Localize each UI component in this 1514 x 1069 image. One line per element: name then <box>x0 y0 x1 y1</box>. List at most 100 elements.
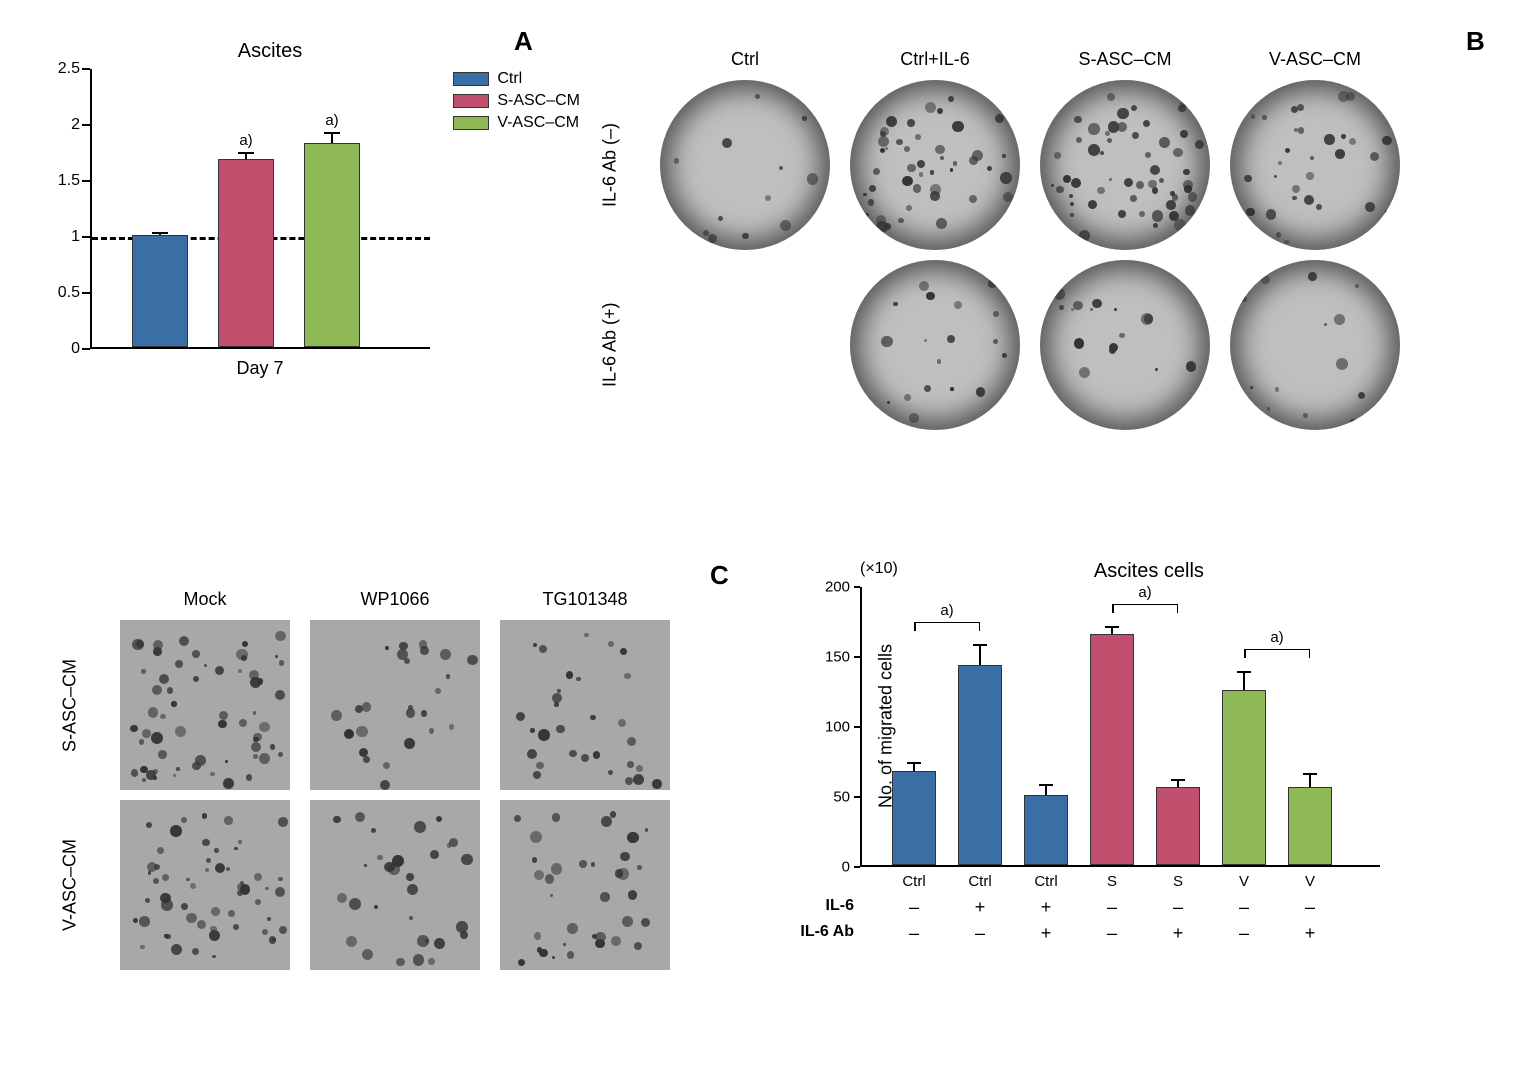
panel-c-col-header: WP1066 <box>310 580 480 610</box>
figure-root: A B C Ascites 00.511.522.5a)a) Day 7 Ctr… <box>20 20 1494 1049</box>
panel-b-chart-condition-cell: – <box>1239 923 1249 944</box>
panel-b-chart-ytick: 100 <box>812 719 850 736</box>
panel-a-title: Ascites <box>40 40 500 63</box>
panel-a-ytick-label: 0 <box>52 340 80 358</box>
panel-a-legend-item: S-ASC–CM <box>453 92 580 110</box>
panel-b-chart-xcat: Ctrl <box>902 873 925 890</box>
panel-b-chart-bar <box>1288 787 1332 865</box>
panel-b-chart-ytick: 50 <box>812 789 850 806</box>
panel-a-ytick-label: 2.5 <box>52 60 80 78</box>
panel-b-chart-xcat: V <box>1239 873 1249 890</box>
panel-b-chart-ytick: 0 <box>812 859 850 876</box>
panel-b-chart-condition-cell: – <box>1305 897 1315 918</box>
panel-b-chart-rowlabel: IL-6 Ab <box>782 923 854 941</box>
panel-b-chart-condition-cell: – <box>1107 897 1117 918</box>
micrograph-image <box>1040 260 1210 430</box>
panel-a-chart: 00.511.522.5a)a) <box>90 69 430 349</box>
micrograph-image <box>850 80 1020 250</box>
panel-b-chart-bar <box>892 771 936 865</box>
panel-b-col-header: Ctrl+IL-6 <box>850 40 1020 70</box>
legend-label: Ctrl <box>497 70 522 88</box>
panel-a-sig-annotation: a) <box>239 132 252 149</box>
panel-b-chart-plot: No. of migrated cells 050100150200CtrlCt… <box>860 587 1380 867</box>
panel-b-chart: (×10) Ascites cells No. of migrated cell… <box>780 560 1400 1000</box>
panel-c-image-grid: Mock WP1066 TG101348 S-ASC–CM V-ASC–CM <box>40 580 680 970</box>
panel-label-c: C <box>710 560 729 591</box>
panel-b-chart-condition-cell: – <box>909 897 919 918</box>
micrograph-image <box>120 620 290 790</box>
panel-b-image-grid: Ctrl Ctrl+IL-6 S-ASC–CM V-ASC–CM IL-6 Ab (–)… <box>580 40 1480 430</box>
legend-swatch <box>453 116 489 130</box>
panel-label-a: A <box>514 26 533 57</box>
panel-c-col-header: TG101348 <box>500 580 670 610</box>
panel-b-chart-bar <box>1156 787 1200 865</box>
micrograph-image <box>850 260 1020 430</box>
panel-a-legend: Ctrl S-ASC–CM V-ASC–CM <box>453 70 580 136</box>
micrograph-image <box>120 800 290 970</box>
panel-b-chart-condition-cell: – <box>909 923 919 944</box>
panel-b-chart-condition-cell: – <box>1173 897 1183 918</box>
panel-b-chart-xcat: Ctrl <box>1034 873 1057 890</box>
panel-a-xlabel: Day 7 <box>90 358 430 379</box>
panel-b-chart-bar <box>958 665 1002 865</box>
panel-b-chart-bar <box>1090 634 1134 865</box>
micrograph-image <box>500 620 670 790</box>
panel-b-chart-bar <box>1024 795 1068 865</box>
panel-b-chart-condition-cell: + <box>1305 923 1316 944</box>
micrograph-image <box>310 800 480 970</box>
panel-b-chart-xcat: Ctrl <box>968 873 991 890</box>
panel-a-ytick-label: 0.5 <box>52 284 80 302</box>
panel-b-chart-condition-cell: – <box>975 923 985 944</box>
panel-a-legend-item: V-ASC–CM <box>453 114 580 132</box>
legend-swatch <box>453 94 489 108</box>
panel-b-chart-rowlabel: IL-6 <box>782 897 854 915</box>
micrograph-image <box>310 620 480 790</box>
sig-label: a) <box>1138 584 1151 601</box>
panel-a-ytick-label: 2 <box>52 116 80 134</box>
legend-label: S-ASC–CM <box>497 92 580 110</box>
micrograph-image <box>500 800 670 970</box>
micrograph-image <box>1230 80 1400 250</box>
panel-b-col-header: V-ASC–CM <box>1230 40 1400 70</box>
sig-label: a) <box>1270 629 1283 646</box>
panel-b-chart-ytick: 150 <box>812 649 850 666</box>
legend-swatch <box>453 72 489 86</box>
panel-c-row-header: S-ASC–CM <box>40 620 100 790</box>
panel-a-sig-annotation: a) <box>325 112 338 129</box>
micrograph-image <box>1230 260 1400 430</box>
sig-bracket <box>1112 604 1178 605</box>
panel-a-ytick-label: 1 <box>52 228 80 246</box>
panel-b-chart-condition-cell: + <box>1041 897 1052 918</box>
panel-a-ytick-label: 1.5 <box>52 172 80 190</box>
panel-b-chart-xcat: S <box>1173 873 1183 890</box>
panel-b-chart-condition-cell: + <box>975 897 986 918</box>
micrograph-image <box>1040 80 1210 250</box>
panel-b-chart-condition-cell: + <box>1041 923 1052 944</box>
panel-c-row-header: V-ASC–CM <box>40 800 100 970</box>
panel-c-col-header: Mock <box>120 580 290 610</box>
panel-b-chart-bar <box>1222 690 1266 865</box>
panel-a: Ascites 00.511.522.5a)a) Day 7 CtrlS-ASC… <box>40 40 500 420</box>
panel-b-chart-xcat: S <box>1107 873 1117 890</box>
panel-a-legend-item: Ctrl <box>453 70 580 88</box>
panel-b-chart-xcat: V <box>1305 873 1315 890</box>
micrograph-image <box>660 80 830 250</box>
panel-b-chart-ytick: 200 <box>812 579 850 596</box>
sig-bracket <box>1244 649 1310 650</box>
panel-b-chart-condition-cell: – <box>1239 897 1249 918</box>
panel-b-row-header: IL-6 Ab (–) <box>580 80 640 250</box>
panel-b-row-header: IL-6 Ab (+) <box>580 260 640 430</box>
legend-label: V-ASC–CM <box>497 114 579 132</box>
panel-a-bar <box>132 235 188 347</box>
sig-label: a) <box>940 602 953 619</box>
panel-b: Ctrl Ctrl+IL-6 S-ASC–CM V-ASC–CM IL-6 Ab (–)… <box>580 40 1480 430</box>
sig-bracket <box>914 622 980 623</box>
panel-b-col-header: Ctrl <box>660 40 830 70</box>
panel-c: Mock WP1066 TG101348 S-ASC–CM V-ASC–CM <box>40 580 680 970</box>
panel-b-chart-condition-cell: – <box>1107 923 1117 944</box>
panel-b-chart-title: Ascites cells <box>898 560 1400 583</box>
panel-a-bar <box>218 159 274 347</box>
panel-a-bar <box>304 143 360 347</box>
panel-b-col-header: S-ASC–CM <box>1040 40 1210 70</box>
panel-b-chart-condition-cell: + <box>1173 923 1184 944</box>
